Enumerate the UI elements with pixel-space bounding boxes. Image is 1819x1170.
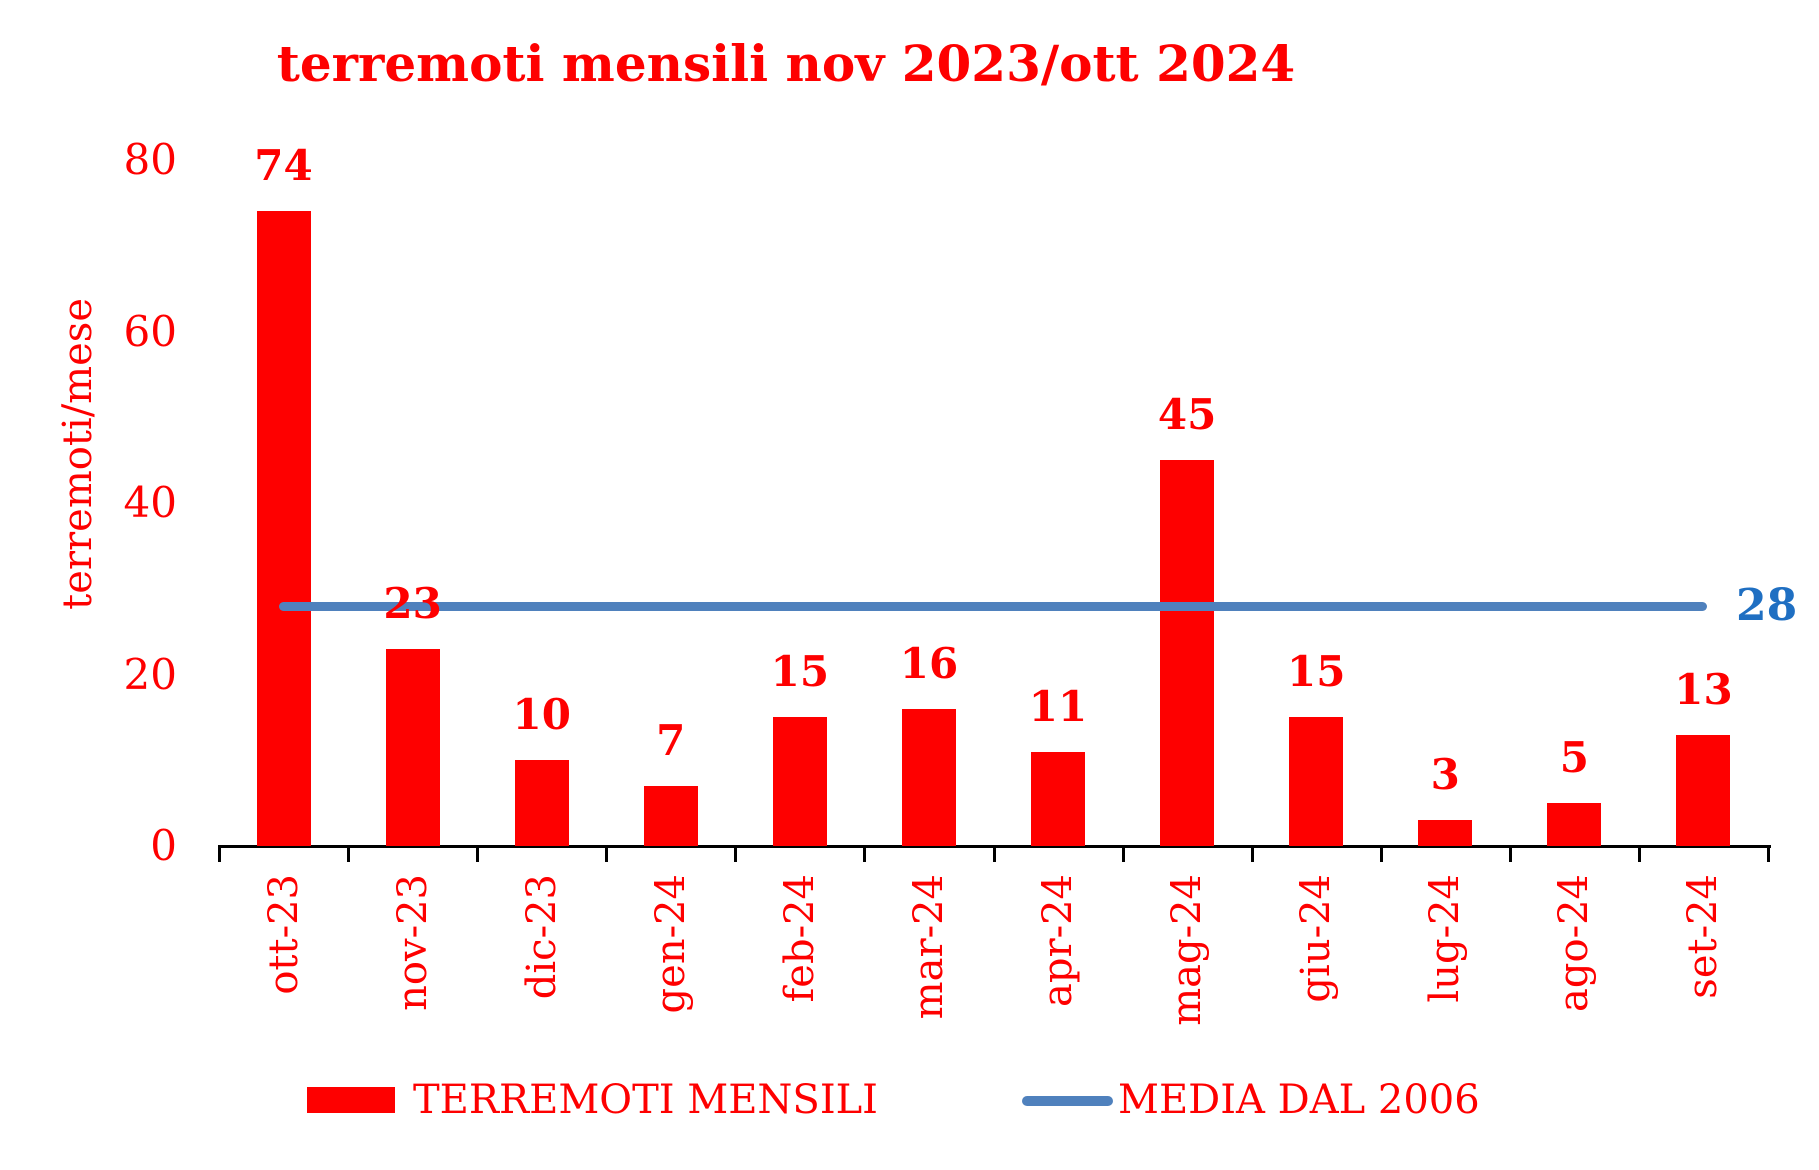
bar-value-label: 3 xyxy=(1430,750,1460,800)
bar-mag-24 xyxy=(1160,460,1215,846)
axis-tick xyxy=(1121,845,1125,862)
category-label-ago-24: ago-24 xyxy=(1551,874,1598,1012)
category-label-lug-24: lug-24 xyxy=(1422,874,1469,1003)
bar-ott-23 xyxy=(256,211,311,846)
y-tick-label: 80 xyxy=(123,135,177,184)
bar-value-label: 74 xyxy=(254,141,313,191)
axis-tick xyxy=(1379,845,1383,862)
category-label-mar-24: mar-24 xyxy=(905,874,952,1020)
y-tick-label: 40 xyxy=(123,478,177,527)
bar-value-label: 5 xyxy=(1559,733,1589,783)
axis-tick xyxy=(1767,845,1770,862)
category-label-apr-24: apr-24 xyxy=(1035,874,1082,1007)
bar-value-label: 45 xyxy=(1157,390,1217,440)
bar-value-label: 13 xyxy=(1674,664,1733,714)
category-label-dic-23: dic-23 xyxy=(518,874,565,1000)
axis-tick xyxy=(734,845,738,862)
bar-ago-24 xyxy=(1547,803,1602,846)
bar-value-label: 10 xyxy=(512,690,571,740)
axis-tick xyxy=(1508,845,1512,862)
category-label-mag-24: mag-24 xyxy=(1164,874,1211,1026)
bar-nov-23 xyxy=(385,648,440,846)
bar-gen-24 xyxy=(643,785,698,846)
bar-value-label: 15 xyxy=(770,647,830,697)
axis-tick xyxy=(1250,845,1254,862)
legend-line-swatch xyxy=(1022,1096,1113,1106)
y-tick-label: 20 xyxy=(123,649,177,699)
bar-feb-24 xyxy=(772,717,827,846)
bar-value-label: 16 xyxy=(899,638,959,688)
y-tick-label: 60 xyxy=(123,306,177,356)
axis-tick xyxy=(1637,845,1641,862)
bar-apr-24 xyxy=(1031,751,1086,846)
bar-value-label: 23 xyxy=(383,578,442,628)
axis-tick xyxy=(863,845,867,862)
y-tick-label: 0 xyxy=(150,821,177,870)
chart-title: terremoti mensili nov 2023/ott 2024 xyxy=(276,34,1296,93)
bar-lug-24 xyxy=(1418,820,1473,846)
axis-tick xyxy=(347,845,351,862)
bar-value-label: 7 xyxy=(656,715,686,765)
category-label-giu-24: giu-24 xyxy=(1293,874,1340,1003)
bar-mar-24 xyxy=(901,708,956,846)
bar-giu-24 xyxy=(1289,717,1344,846)
axis-tick xyxy=(992,845,996,862)
category-label-ott-23: ott-23 xyxy=(260,874,307,995)
axis-tick xyxy=(605,845,609,862)
bar-value-label: 15 xyxy=(1286,647,1346,697)
axis-tick xyxy=(218,845,221,862)
bar-value-label: 11 xyxy=(1028,681,1088,731)
legend-bar-swatch xyxy=(307,1087,395,1113)
bar-set-24 xyxy=(1676,734,1731,846)
category-label-set-24: set-24 xyxy=(1680,874,1727,999)
legend-label-terremoti-mensili: TERREMOTI MENSILI xyxy=(413,1077,878,1123)
category-label-feb-24: feb-24 xyxy=(776,874,823,1003)
category-label-gen-24: gen-24 xyxy=(647,874,694,1014)
axis-tick xyxy=(476,845,480,862)
legend-label-media-dal-2006: MEDIA DAL 2006 xyxy=(1118,1077,1480,1123)
bar-dic-23 xyxy=(514,760,569,846)
mean-line-value-label: 28 xyxy=(1736,579,1798,631)
mean-line xyxy=(279,601,1707,611)
category-label-nov-23: nov-23 xyxy=(389,874,436,1011)
